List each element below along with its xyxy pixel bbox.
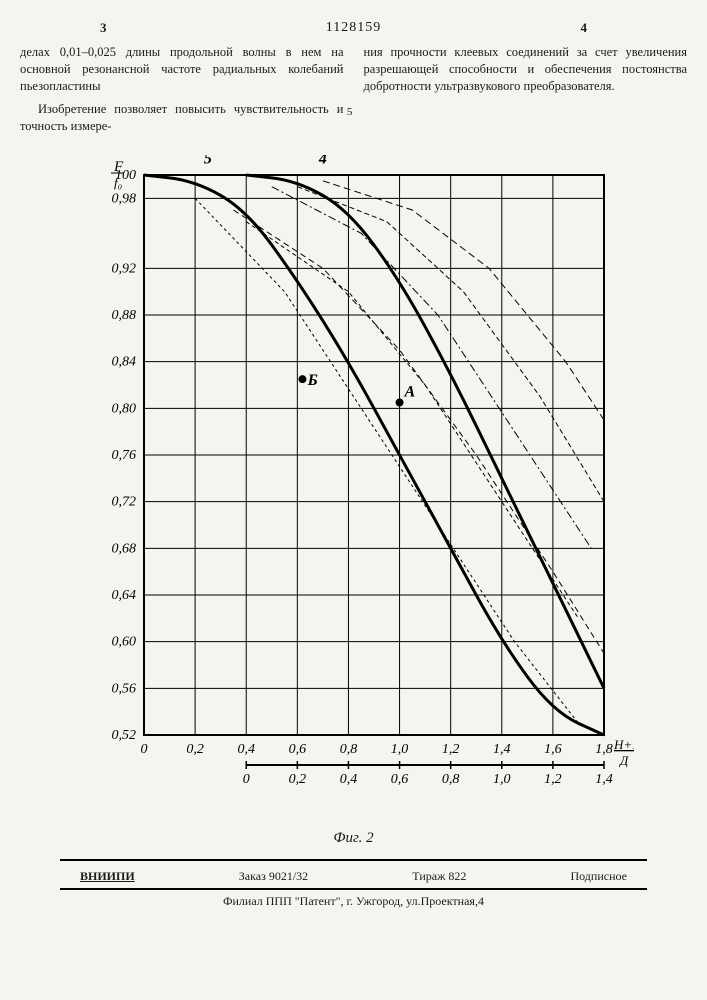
svg-text:0,8: 0,8 [339,742,357,757]
svg-text:Д: Д [618,753,629,768]
svg-text:5: 5 [203,155,211,167]
page-number-right: 4 [581,20,588,36]
svg-text:0,68: 0,68 [111,542,136,557]
chart-svg: 0,520,560,600,640,680,720,760,800,840,88… [74,155,634,815]
divider [60,859,647,861]
svg-text:0,4: 0,4 [237,742,255,757]
svg-text:0: 0 [140,742,147,757]
svg-text:1,6: 1,6 [544,742,562,757]
svg-text:f₀: f₀ [114,175,122,190]
svg-text:0,92: 0,92 [111,262,136,277]
col1-para1: делах 0,01–0,025 длины продольной волны … [20,44,344,95]
svg-text:0,2: 0,2 [186,742,204,757]
svg-text:1,8: 1,8 [595,742,613,757]
svg-text:0,6: 0,6 [390,772,408,787]
svg-text:1,4: 1,4 [595,772,613,787]
svg-text:1,2: 1,2 [441,742,459,757]
body-text: делах 0,01–0,025 длины продольной волны … [20,44,687,140]
svg-text:0,88: 0,88 [111,308,136,323]
footer-tirage: Тираж 822 [412,869,466,884]
svg-text:0,6: 0,6 [288,742,306,757]
svg-text:1,0: 1,0 [390,742,408,757]
svg-text:Б: Б [306,372,317,389]
svg-text:0,98: 0,98 [111,192,136,207]
line-marker-5: 5 [347,106,353,118]
chart-figure-2: 0,520,560,600,640,680,720,760,800,840,88… [74,155,634,820]
svg-text:0: 0 [242,772,249,787]
footer-org: ВНИИПИ [80,869,135,884]
svg-text:1,4: 1,4 [493,742,511,757]
svg-text:H+1: H+1 [613,737,634,752]
col2-para1: ния прочности клеевых соединений за счет… [364,44,688,95]
svg-text:0,84: 0,84 [111,355,136,370]
figure-caption: Фиг. 2 [20,830,687,847]
svg-text:4: 4 [317,155,326,167]
svg-text:0,64: 0,64 [111,588,136,603]
svg-text:0,76: 0,76 [111,448,136,463]
svg-text:0,72: 0,72 [111,495,136,510]
svg-text:0,80: 0,80 [111,402,136,417]
footer: ВНИИПИ Заказ 9021/32 Тираж 822 Подписное… [20,869,687,909]
svg-text:1,2: 1,2 [544,772,562,787]
svg-text:0,8: 0,8 [441,772,459,787]
col1-para2: Изобретение позволяет повысить чувствите… [20,101,344,135]
svg-text:0,56: 0,56 [111,682,136,697]
svg-text:0,4: 0,4 [339,772,357,787]
svg-text:0,52: 0,52 [111,728,136,743]
svg-text:0,2: 0,2 [288,772,306,787]
footer-sub: Подписное [570,869,627,884]
svg-text:0,60: 0,60 [111,635,136,650]
svg-text:1,0: 1,0 [493,772,511,787]
footer-address: Филиал ППП "Патент", г. Ужгород, ул.Прое… [20,894,687,909]
page-number-left: 3 [100,20,107,36]
svg-text:А: А [403,384,415,401]
footer-order: Заказ 9021/32 [239,869,308,884]
